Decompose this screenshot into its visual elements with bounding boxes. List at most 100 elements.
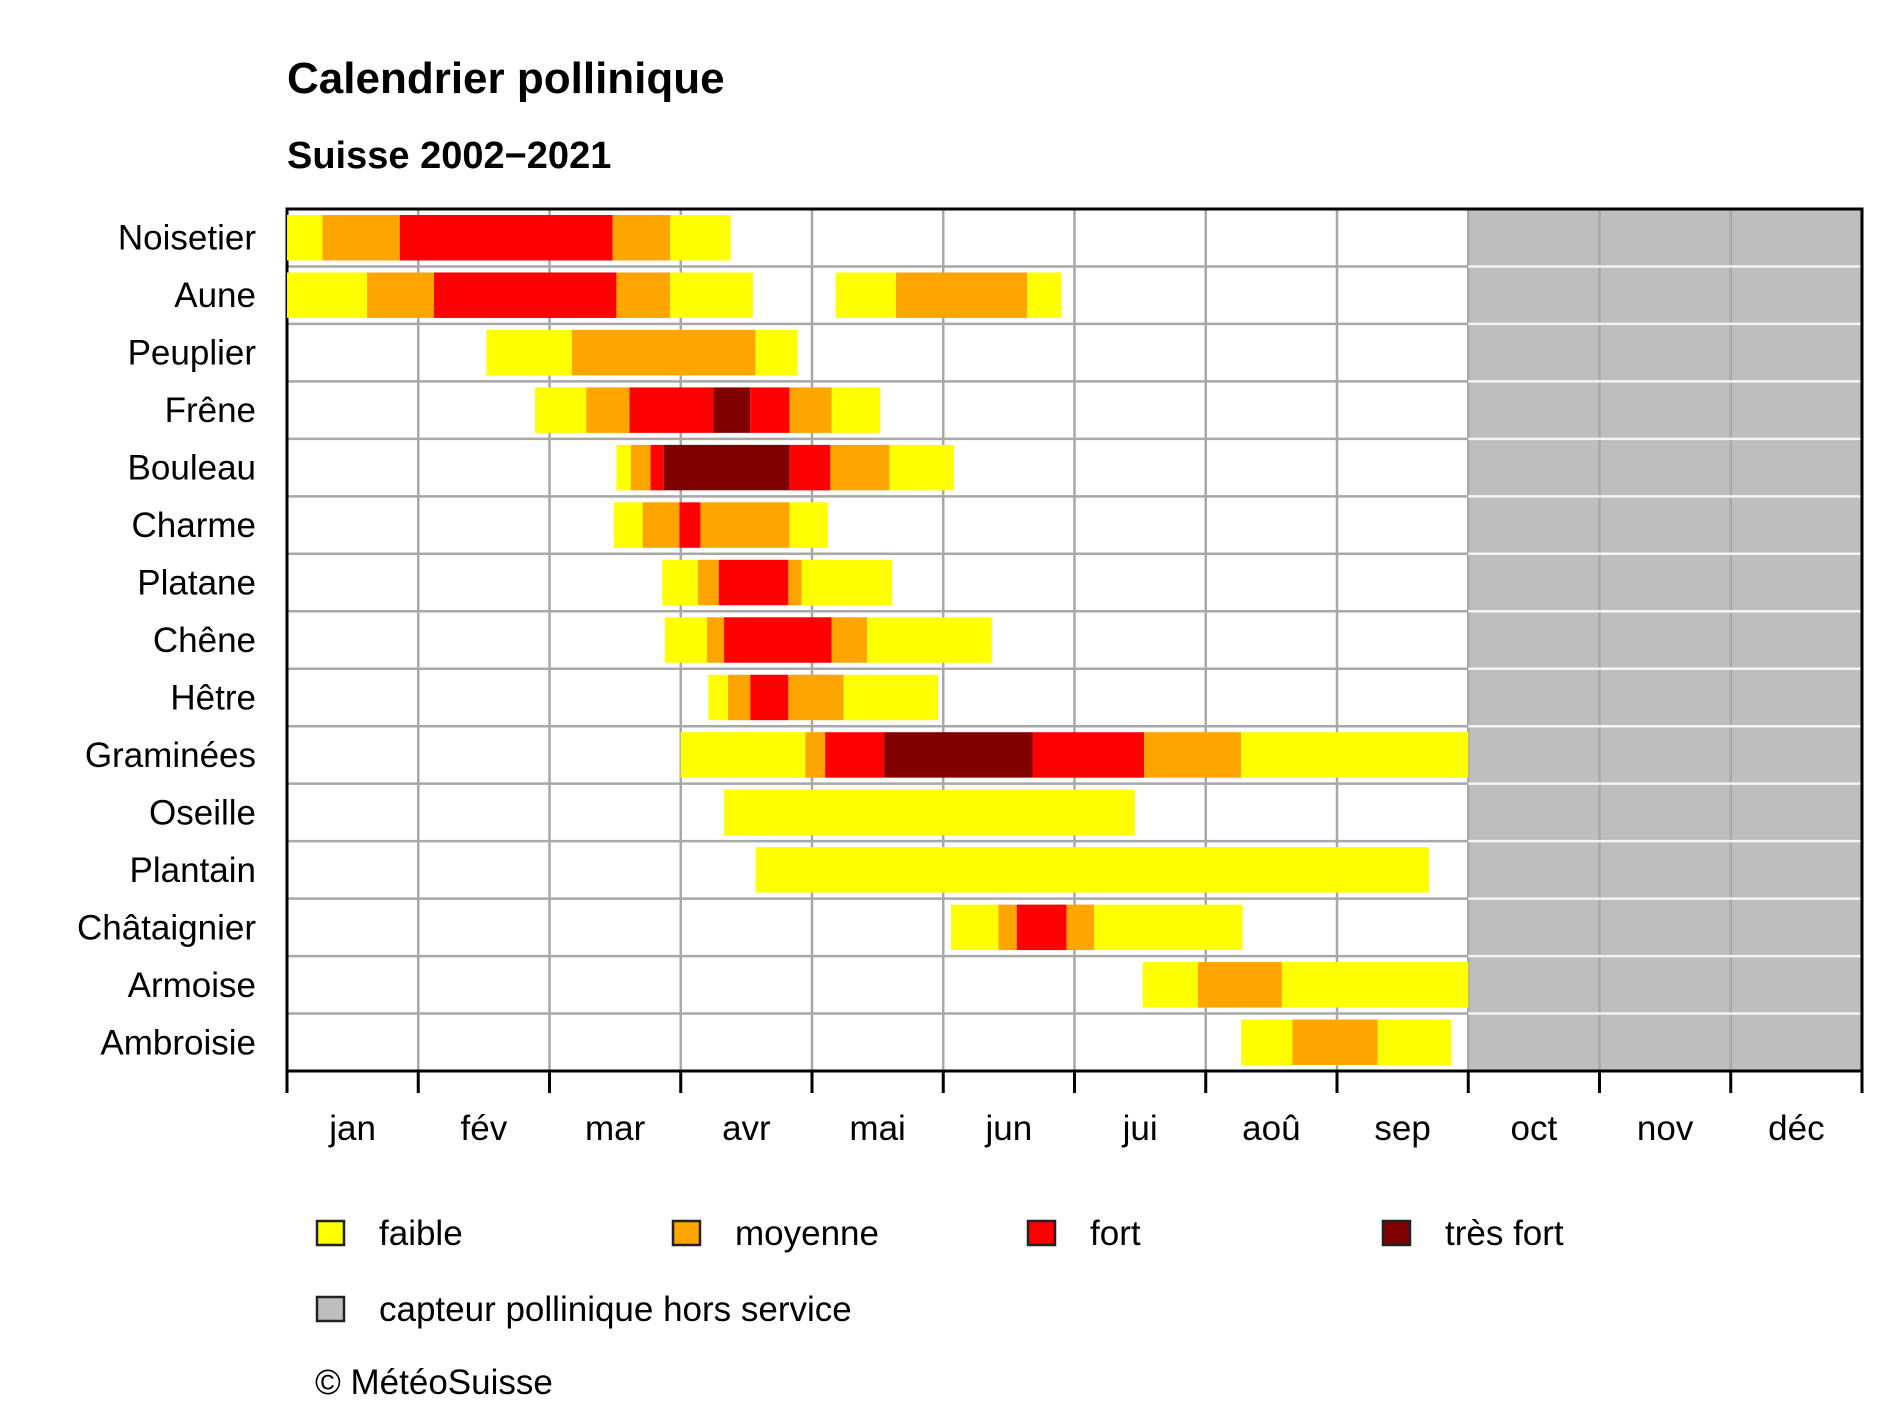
bar-segment-moyenne — [707, 617, 725, 663]
bar-segment-fort — [718, 559, 789, 606]
bar-segment-moyenne — [788, 559, 802, 606]
legend-label-faible: faible — [379, 1214, 463, 1253]
x-tick-label: jun — [985, 1109, 1033, 1148]
bar-segment-fort — [629, 387, 714, 433]
bar-segment-faible — [755, 329, 798, 376]
bar-segment-moyenne — [789, 387, 832, 433]
legend-swatch-faible — [315, 1219, 346, 1247]
bar-segment-moyenne — [642, 502, 680, 548]
bar-segment-faible — [1281, 962, 1469, 1008]
bar-segment-faible — [1377, 1019, 1452, 1065]
bar-segment-faible — [789, 502, 828, 548]
chart-subtitle: Suisse 2002−2021 — [287, 135, 611, 177]
bar-segment-faible — [867, 617, 992, 663]
legend-label-tres_fort: très fort — [1445, 1214, 1564, 1253]
bar-segment-fort — [434, 272, 617, 318]
bar-segment-moyenne — [586, 387, 630, 433]
x-tick-label: mai — [849, 1109, 905, 1148]
bar-segment-moyenne — [1292, 1019, 1378, 1065]
legend-label-fort: fort — [1090, 1214, 1141, 1253]
legend-swatch-tres_fort — [1381, 1219, 1412, 1247]
legend-label-moyenne: moyenne — [735, 1214, 879, 1253]
bar-segment-moyenne — [700, 502, 790, 548]
legend-swatch-moyenne — [671, 1219, 702, 1247]
species-label: Noisetier — [118, 219, 256, 258]
legend-label-hors_service: capteur pollinique hors service — [379, 1290, 852, 1329]
x-tick-label: fév — [461, 1109, 508, 1148]
bar-segment-faible — [287, 272, 368, 318]
x-tick-label: déc — [1768, 1109, 1824, 1148]
bar-segment-faible — [670, 215, 731, 261]
species-label: Aune — [174, 276, 256, 315]
species-label: Ambroisie — [100, 1023, 256, 1062]
x-tick-label: mar — [585, 1109, 646, 1148]
x-axis: jan fév mar avr mai jun jui aoû sep oct nov déc — [285, 1069, 1864, 1148]
bar-segment-fort — [650, 444, 664, 491]
bar-segment-faible — [708, 674, 728, 721]
bar-segment-faible — [1094, 904, 1243, 951]
x-tick-label: aoû — [1242, 1109, 1300, 1148]
x-tick-label: nov — [1637, 1109, 1694, 1148]
bar-segment-faible — [843, 674, 938, 721]
bar-segment-fort — [724, 617, 832, 663]
bar-segment-moyenne — [571, 329, 756, 376]
bar-segment-faible — [755, 847, 1429, 893]
bar-segment-faible — [951, 904, 999, 951]
bar-segment-faible — [831, 387, 881, 433]
bar-segment-fort — [1016, 904, 1067, 951]
bar-segment-moyenne — [1066, 904, 1095, 951]
species-label: Armoise — [128, 966, 256, 1005]
chart-title: Calendrier pollinique — [287, 54, 725, 103]
bar-segment-moyenne — [322, 215, 400, 261]
species-label: Oseille — [149, 793, 256, 832]
bar-segment-faible — [680, 732, 806, 778]
pollen-bars — [287, 215, 1469, 1065]
bar-segment-faible — [670, 272, 753, 318]
bar-segment-faible — [801, 559, 893, 606]
bar-segment-fort — [1032, 732, 1145, 778]
bar-segment-faible — [287, 215, 323, 261]
bar-segment-faible — [889, 444, 954, 491]
legend: faible moyenne fort très fort capteur pollin… — [315, 1214, 1564, 1329]
x-tick-label: jan — [328, 1109, 376, 1148]
x-tick-label: jui — [1122, 1109, 1158, 1148]
species-labels: Noisetier Aune Peuplier Frêne Bouleau Charme P… — [77, 219, 256, 1063]
species-label: Graminées — [85, 736, 256, 775]
legend-swatch-hors_service — [315, 1295, 346, 1323]
species-label: Châtaignier — [77, 908, 256, 947]
bar-segment-moyenne — [697, 559, 719, 606]
bar-segment-fort — [825, 732, 885, 778]
species-label: Hêtre — [170, 678, 256, 717]
bar-segment-tres_fort — [663, 444, 790, 491]
bar-segment-tres_fort — [884, 732, 1033, 778]
copyright-notice: © MétéoSuisse — [315, 1363, 553, 1402]
bar-segment-faible — [486, 329, 572, 376]
bar-segment-faible — [1027, 272, 1062, 318]
bar-segment-faible — [835, 272, 896, 318]
bar-segment-moyenne — [612, 215, 671, 261]
bar-segment-moyenne — [1197, 962, 1282, 1008]
bar-segment-fort — [789, 444, 831, 491]
species-label: Peuplier — [128, 334, 257, 373]
bar-segment-faible — [535, 387, 587, 433]
bar-segment-faible — [724, 789, 1135, 836]
bar-segment-moyenne — [616, 272, 671, 318]
species-label: Chêne — [153, 621, 256, 660]
species-label: Plantain — [130, 851, 256, 890]
bar-segment-moyenne — [728, 674, 751, 721]
bar-segment-faible — [665, 617, 707, 663]
bar-segment-faible — [1241, 1019, 1293, 1065]
bar-segment-faible — [662, 559, 698, 606]
bar-segment-fort — [750, 387, 790, 433]
species-label: Platane — [137, 564, 256, 603]
bar-segment-fort — [399, 215, 613, 261]
species-label: Frêne — [165, 391, 256, 430]
bar-segment-moyenne — [367, 272, 434, 318]
grid-lines — [285, 207, 1864, 1073]
species-label: Bouleau — [128, 449, 256, 488]
bar-segment-faible — [613, 502, 643, 548]
bar-segment-moyenne — [1144, 732, 1242, 778]
bar-segment-faible — [1142, 962, 1198, 1008]
species-label: Charme — [132, 506, 256, 545]
